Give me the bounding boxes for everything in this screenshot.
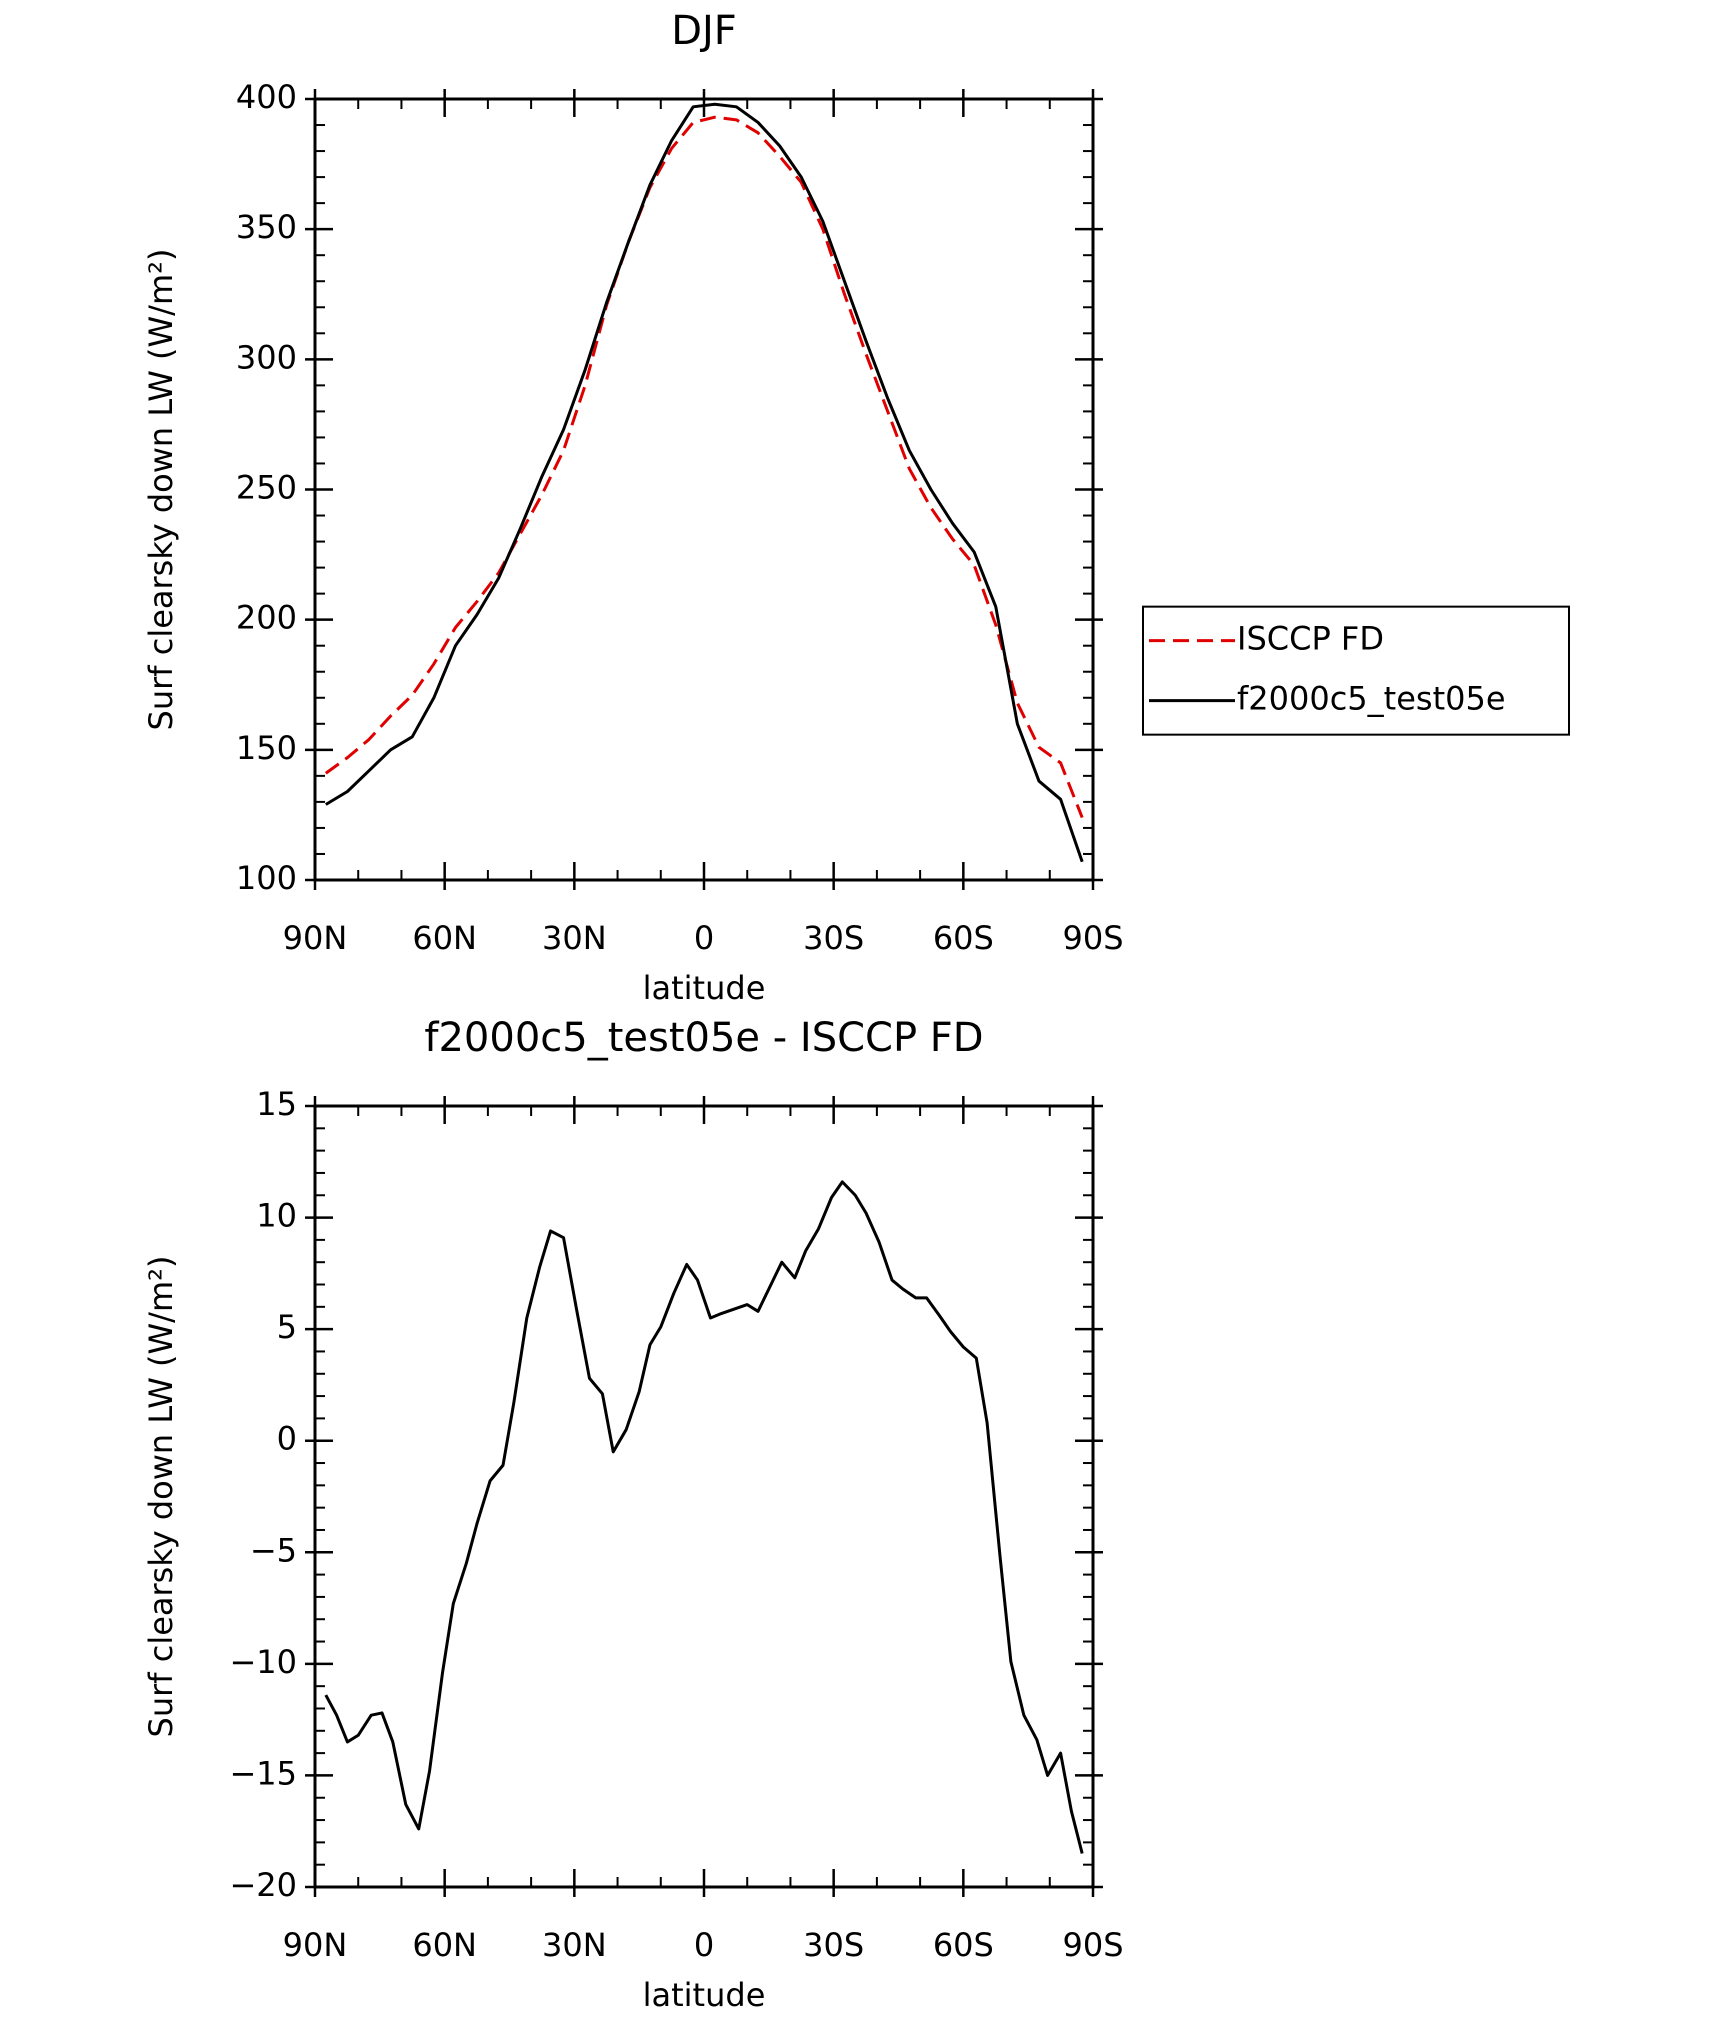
y-tick-label: 350 xyxy=(236,208,297,246)
y-tick-label: −5 xyxy=(250,1531,297,1569)
y-tick-label: 250 xyxy=(236,469,297,507)
x-axis-label: latitude xyxy=(643,1976,766,2014)
x-tick-label: 0 xyxy=(694,919,714,957)
x-tick-label: 30N xyxy=(542,1926,607,1964)
legend-label: ISCCP FD xyxy=(1237,620,1384,658)
y-tick-label: −20 xyxy=(229,1866,297,1904)
y-tick-label: 5 xyxy=(277,1308,297,1346)
y-axis-label: Surf clearsky down LW (W/m²) xyxy=(142,1256,180,1738)
y-tick-label: 400 xyxy=(236,78,297,116)
x-tick-label: 60S xyxy=(933,1926,994,1964)
y-tick-label: 100 xyxy=(236,859,297,897)
y-tick-label: 200 xyxy=(236,599,297,637)
y-tick-label: 15 xyxy=(256,1085,297,1123)
x-tick-label: 30S xyxy=(803,1926,864,1964)
x-tick-label: 90S xyxy=(1062,919,1123,957)
x-tick-label: 30S xyxy=(803,919,864,957)
x-axis-label: latitude xyxy=(643,969,766,1007)
x-tick-label: 60N xyxy=(412,1926,477,1964)
y-tick-label: −10 xyxy=(229,1643,297,1681)
x-tick-label: 90N xyxy=(283,1926,348,1964)
x-tick-label: 90N xyxy=(283,919,348,957)
y-tick-label: −15 xyxy=(229,1754,297,1792)
chart-title: DJF xyxy=(671,8,737,54)
y-tick-label: 150 xyxy=(236,729,297,767)
chart-title: f2000c5_test05e - ISCCP FD xyxy=(424,1015,983,1061)
plot-frame xyxy=(313,1104,1095,1889)
y-tick-label: 0 xyxy=(277,1420,297,1458)
y-tick-label: 300 xyxy=(236,338,297,376)
series-line xyxy=(324,1180,1084,1854)
y-tick-label: 10 xyxy=(256,1197,297,1235)
x-tick-label: 90S xyxy=(1062,1926,1123,1964)
plot-frame xyxy=(313,97,1095,882)
y-axis-label: Surf clearsky down LW (W/m²) xyxy=(142,249,180,731)
x-tick-label: 30N xyxy=(542,919,607,957)
legend-box xyxy=(1142,605,1570,736)
series-line xyxy=(325,102,1084,863)
x-tick-label: 60S xyxy=(933,919,994,957)
x-tick-label: 0 xyxy=(694,1926,714,1964)
x-tick-label: 60N xyxy=(412,919,477,957)
series-line xyxy=(324,115,1084,819)
legend-label: f2000c5_test05e xyxy=(1237,680,1506,718)
